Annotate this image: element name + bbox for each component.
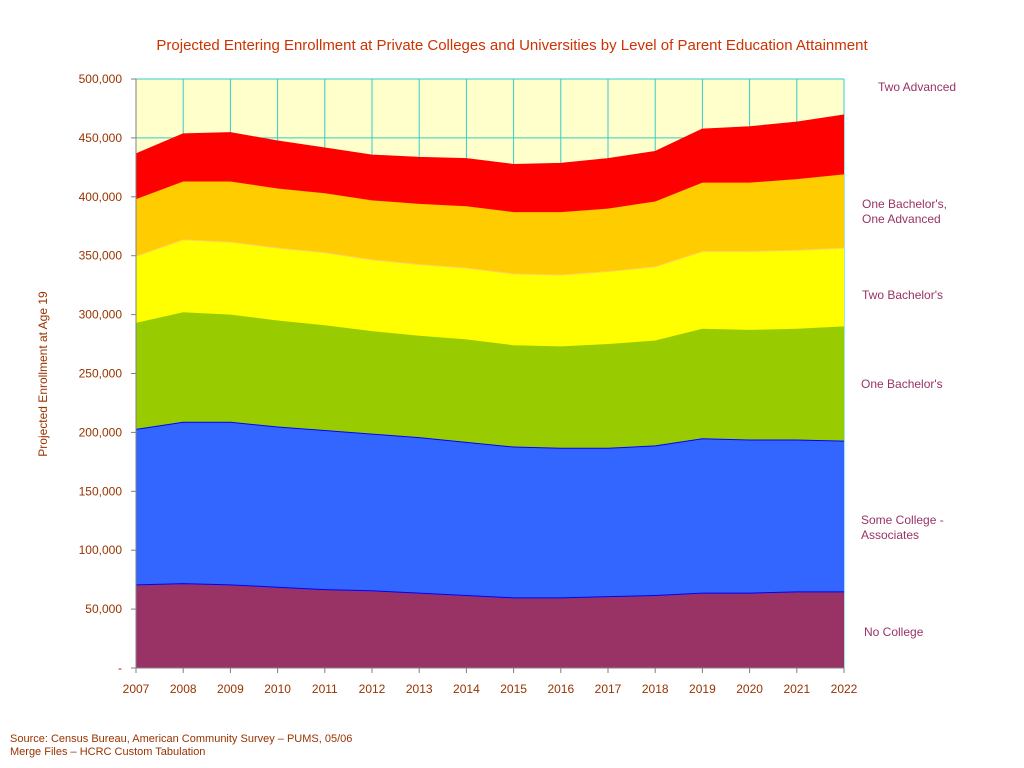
x-tick-label: 2014	[453, 682, 480, 696]
y-tick-label: 350,000	[79, 249, 123, 263]
chart-title: Projected Entering Enrollment at Private…	[156, 37, 868, 54]
area-one-bachelor-s	[136, 312, 844, 448]
y-tick-label: 100,000	[79, 543, 123, 557]
x-tick-label: 2013	[406, 682, 433, 696]
area-one-bachelor-s-one-advanced	[136, 174, 844, 275]
x-tick-label: 2007	[123, 682, 150, 696]
x-tick-label: 2015	[500, 682, 527, 696]
legend-label: Associates	[861, 528, 919, 542]
area-two-bachelor-s	[136, 239, 844, 347]
y-tick-label: 400,000	[79, 190, 123, 204]
y-tick-label: 50,000	[85, 602, 122, 616]
x-tick-label: 2018	[642, 682, 669, 696]
source-line-1: Source: Census Bureau, American Communit…	[10, 733, 353, 745]
source-line-2: Merge Files – HCRC Custom Tabulation	[10, 746, 206, 758]
plot-area: - 50,000 100,000 150,000 200,000 250,000 300,0…	[79, 72, 956, 696]
legend-label: One Advanced	[862, 212, 941, 226]
legend-label: Two Bachelor's	[862, 288, 943, 302]
x-tick-label: 2017	[595, 682, 622, 696]
area-some-college-associates	[136, 421, 844, 598]
legend-label: One Bachelor's	[861, 377, 943, 391]
series-line-two-advanced	[135, 114, 845, 166]
y-axis-label: Projected Enrollment at Age 19	[36, 291, 50, 457]
y-tick-label: -	[118, 661, 122, 675]
area-two-advanced	[136, 115, 844, 213]
x-tick-label: 2012	[359, 682, 386, 696]
x-tick-label: 2016	[547, 682, 574, 696]
x-tick-label: 2011	[312, 682, 338, 696]
y-tick-label: 200,000	[79, 425, 123, 439]
legend-label: Two Advanced	[878, 80, 956, 94]
legend-label: Some College -	[861, 513, 944, 527]
y-tick-label: 450,000	[79, 131, 123, 145]
x-tick-label: 2008	[170, 682, 197, 696]
x-tick-label: 2010	[264, 682, 291, 696]
x-tick-label: 2021	[783, 682, 810, 696]
legend-label: One Bachelor's,	[862, 197, 947, 211]
y-tick-label: 150,000	[79, 484, 123, 498]
y-tick-label: 500,000	[79, 72, 123, 86]
area-no-college	[136, 583, 844, 668]
x-tick-label: 2022	[831, 682, 858, 696]
y-tick-label: 250,000	[79, 367, 123, 381]
x-tick-label: 2009	[217, 682, 244, 696]
legend-label: No College	[864, 625, 924, 639]
y-tick-label: 300,000	[79, 308, 123, 322]
x-tick-label: 2019	[689, 682, 716, 696]
x-tick-label: 2020	[736, 682, 763, 696]
